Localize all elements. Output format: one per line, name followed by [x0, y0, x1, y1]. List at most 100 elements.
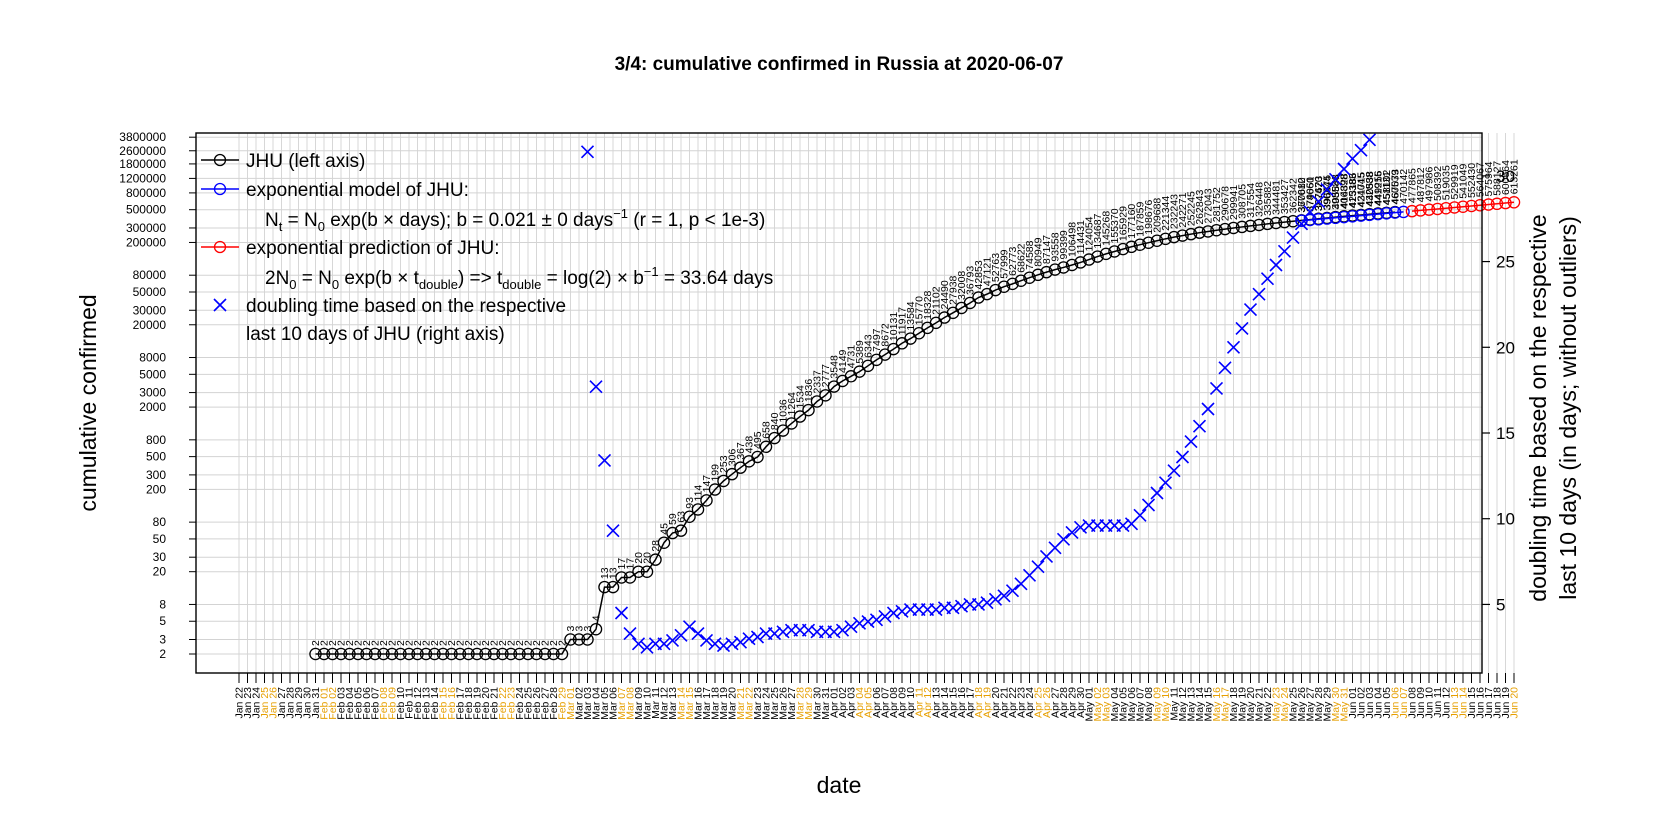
date-label: Feb 12: [412, 687, 424, 720]
date-label: Apr 08: [888, 687, 900, 718]
observed-point: [334, 647, 348, 661]
observed-value-label: 47121: [982, 257, 994, 286]
observed-value-label: 2: [387, 640, 399, 646]
left-tick-label: 5000: [139, 367, 166, 381]
observed-point: [1057, 261, 1070, 274]
observed-point: [1006, 277, 1019, 291]
observed-value-label: 21102: [931, 286, 943, 315]
left-tick-label: 3800000: [119, 130, 166, 144]
observed-value-label: 2: [480, 640, 492, 646]
date-label: May 21: [1254, 687, 1266, 722]
model-point: [1397, 205, 1410, 219]
observed-value-label: 134687: [1092, 213, 1104, 248]
left-tick-label: 800000: [126, 186, 166, 200]
date-label: Feb 06: [361, 687, 373, 720]
observed-value-label: 7497: [871, 328, 883, 352]
observed-point: [734, 461, 747, 474]
observed-point: [666, 526, 679, 540]
observed-point: [487, 647, 501, 661]
left-tick-label: 1800000: [119, 157, 166, 171]
observed-value-label: 114431: [1075, 220, 1087, 254]
doubling-point: [1311, 195, 1326, 209]
prediction-point: [1422, 203, 1436, 216]
right-tick-label: 20: [1496, 338, 1515, 357]
observed-value-label: 17: [616, 558, 628, 570]
observed-value-label: 62773: [1007, 247, 1019, 276]
model-value-label: 374660: [1305, 177, 1317, 212]
date-label: Apr 03: [846, 687, 858, 718]
doubling-point: [776, 625, 790, 639]
observed-point: [479, 647, 492, 661]
date-label: Apr 16: [956, 687, 968, 718]
doubling-point: [827, 625, 841, 639]
date-label: Mar 23: [752, 687, 764, 720]
observed-value-label: 449256: [1373, 170, 1385, 205]
observed-point: [1099, 247, 1113, 261]
doubling-point: [1073, 520, 1088, 534]
right-tick-label: 15: [1496, 424, 1515, 443]
model-point: [1346, 210, 1359, 223]
doubling-point: [1362, 133, 1377, 147]
date-label: May 01: [1084, 687, 1096, 722]
observed-point: [1065, 258, 1079, 272]
date-label: Jun 04: [1373, 687, 1385, 719]
doubling-point: [1354, 143, 1368, 157]
prediction-line: [1411, 201, 1515, 212]
doubling-point: [980, 596, 994, 610]
prediction-point: [1405, 204, 1419, 218]
date-label: Apr 30: [1075, 687, 1087, 718]
prediction-value-label: 519035: [1441, 165, 1453, 200]
series-layer: 2222222222222222222222222222223334131317…: [310, 133, 1521, 661]
date-label: Apr 07: [880, 687, 892, 718]
date-label: May 05: [1118, 687, 1130, 722]
date-label: Apr 05: [863, 687, 875, 718]
left-tick-label: 20: [153, 565, 167, 579]
observed-point: [810, 395, 824, 408]
observed-point: [989, 283, 1002, 297]
observed-point: [751, 450, 764, 464]
observed-point: [1014, 274, 1028, 287]
observed-value-label: 2: [378, 640, 390, 646]
model-value-label: 367012: [1296, 178, 1308, 213]
observed-value-label: 80949: [1033, 237, 1045, 266]
legend: JHU (left axis) exponential model of JHU…: [201, 151, 773, 345]
date-label: May 08: [1143, 687, 1155, 722]
date-label: Feb 09: [387, 687, 399, 720]
doubling-point: [597, 453, 612, 467]
observed-value-label: 379051: [1305, 176, 1317, 211]
observed-point: [538, 647, 552, 661]
observed-value-label: 362342: [1288, 178, 1300, 213]
observed-value-label: 59: [667, 513, 679, 525]
date-label: Mar 10: [642, 687, 654, 720]
observed-value-label: 199: [710, 464, 722, 482]
date-label: May 13: [1186, 687, 1198, 722]
observed-point: [530, 647, 543, 661]
doubling-point: [580, 145, 595, 159]
plot-frame: [195, 132, 1483, 674]
observed-point: [1074, 256, 1087, 269]
observed-value-label: 13: [599, 567, 611, 579]
date-label: Feb 10: [395, 687, 407, 720]
observed-point: [402, 647, 416, 661]
left-axis-title: cumulative confirmed: [75, 294, 101, 511]
observed-value-label: 2: [472, 640, 484, 646]
observed-point: [453, 647, 467, 661]
doubling-point: [750, 630, 765, 644]
observed-point: [496, 647, 509, 661]
date-label: Feb 22: [497, 687, 509, 720]
date-label: Feb 27: [540, 687, 552, 720]
prediction-value-label: 564067: [1475, 162, 1487, 197]
observed-value-label: 3548: [829, 355, 841, 379]
observed-value-label: 99399: [1058, 230, 1070, 259]
left-tick-label: 2000: [139, 400, 166, 414]
observed-point: [1201, 225, 1215, 238]
observed-value-label: 290678: [1220, 186, 1232, 221]
date-label: Mar 22: [744, 687, 756, 720]
observed-value-label: 2: [489, 640, 501, 646]
legend-label-prediction: exponential prediction of JHU:: [246, 238, 499, 259]
doubling-point: [614, 606, 629, 620]
observed-value-label: 370680: [1296, 177, 1308, 212]
observed-value-label: 2: [531, 640, 543, 646]
doubling-point: [1184, 435, 1198, 449]
prediction-value-label: 508392: [1432, 166, 1444, 201]
